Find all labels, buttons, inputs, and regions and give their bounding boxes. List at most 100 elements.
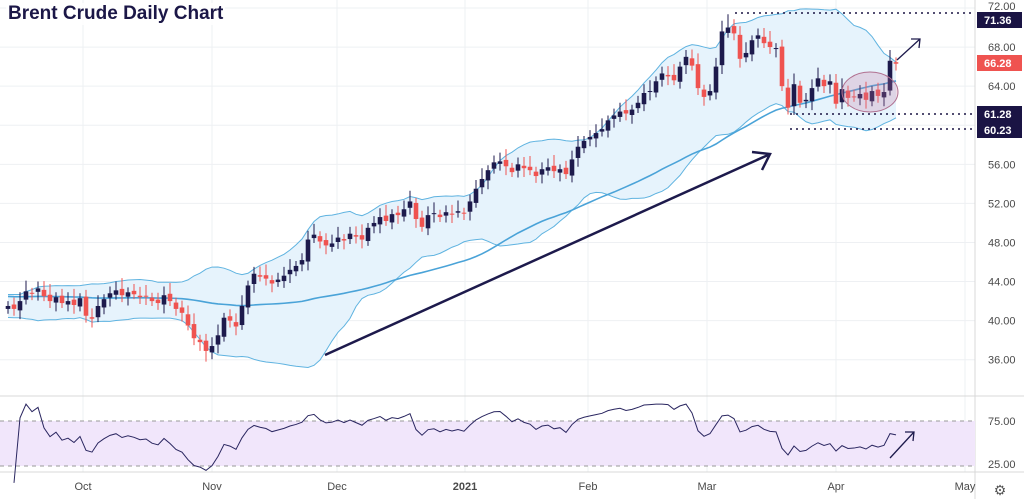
candle bbox=[143, 284, 149, 306]
candle bbox=[317, 231, 323, 249]
price-label-box bbox=[977, 12, 1022, 28]
candle bbox=[707, 84, 713, 101]
candle bbox=[593, 124, 599, 148]
candle bbox=[137, 286, 143, 305]
candle-body bbox=[383, 215, 389, 221]
price-label: 71.36 bbox=[984, 15, 1012, 27]
candle-body bbox=[611, 115, 617, 119]
trend-arrow-line bbox=[324, 153, 769, 357]
y-tick-label: 64.00 bbox=[988, 81, 1016, 93]
candle bbox=[479, 168, 485, 195]
candle bbox=[23, 280, 29, 305]
candle bbox=[647, 80, 653, 101]
rsi-tick-label: 75.00 bbox=[988, 416, 1016, 428]
candle bbox=[281, 266, 287, 288]
candle-body bbox=[377, 217, 383, 225]
candle-body bbox=[395, 212, 401, 216]
candle-body bbox=[563, 167, 569, 175]
candle-body bbox=[209, 346, 215, 353]
candle-body bbox=[161, 295, 167, 305]
candle-body bbox=[347, 233, 353, 240]
candle bbox=[569, 150, 575, 183]
rsi-arrow-line bbox=[889, 431, 915, 459]
candle-body bbox=[479, 178, 485, 188]
candle-body bbox=[659, 73, 665, 80]
candle-body bbox=[647, 91, 653, 93]
candle bbox=[743, 42, 749, 63]
candle-body bbox=[221, 317, 227, 337]
candle bbox=[725, 14, 731, 38]
trend-arrow-head bbox=[751, 150, 772, 171]
candle-body bbox=[785, 87, 791, 108]
breakout-arrow-line bbox=[896, 38, 921, 61]
candle bbox=[287, 259, 293, 284]
candle bbox=[629, 104, 635, 124]
candle-body bbox=[137, 295, 143, 298]
rsi-arrow-head bbox=[905, 431, 915, 442]
candle-body bbox=[449, 213, 455, 215]
candle-body bbox=[701, 89, 707, 97]
candle-body bbox=[89, 317, 95, 319]
candle-body bbox=[371, 222, 377, 227]
candle bbox=[509, 162, 515, 178]
candle bbox=[209, 337, 215, 360]
candle bbox=[521, 156, 527, 178]
candle bbox=[887, 50, 893, 96]
candle bbox=[11, 297, 17, 316]
rsi-tick-label: 25.00 bbox=[988, 459, 1016, 471]
candle bbox=[149, 292, 155, 306]
candle-body bbox=[311, 234, 317, 239]
candle bbox=[245, 280, 251, 315]
x-tick-label: Feb bbox=[579, 481, 598, 493]
candle-body bbox=[761, 36, 767, 44]
candle-body bbox=[527, 166, 533, 171]
x-tick-label: Oct bbox=[74, 481, 91, 493]
candle bbox=[119, 278, 125, 303]
candle bbox=[623, 99, 629, 121]
moving-average-line bbox=[7, 80, 897, 307]
candle bbox=[731, 19, 737, 41]
candle bbox=[845, 85, 851, 107]
bollinger-upper bbox=[7, 8, 897, 296]
candle bbox=[455, 200, 461, 218]
settings-gear-icon[interactable]: ⚙ bbox=[994, 482, 1007, 498]
candle-body bbox=[827, 81, 833, 85]
candle bbox=[617, 102, 623, 122]
candle bbox=[263, 264, 269, 286]
candle-body bbox=[599, 129, 605, 132]
candle bbox=[443, 205, 449, 223]
candle-body bbox=[569, 159, 575, 176]
candle-body bbox=[269, 280, 275, 284]
candle-body bbox=[407, 201, 413, 208]
candle-body bbox=[737, 34, 743, 59]
candle-body bbox=[665, 74, 671, 77]
candle bbox=[449, 204, 455, 223]
candle-body bbox=[305, 239, 311, 262]
candle bbox=[299, 253, 305, 272]
candle bbox=[197, 334, 203, 351]
price-label: 61.28 bbox=[984, 109, 1012, 121]
candle bbox=[305, 230, 311, 271]
candle-body bbox=[863, 92, 869, 100]
candle bbox=[71, 288, 77, 314]
candle-body bbox=[35, 288, 41, 292]
candle-body bbox=[629, 109, 635, 115]
candle-body bbox=[401, 209, 407, 217]
candle-body bbox=[467, 201, 473, 212]
candle-body bbox=[17, 301, 23, 311]
candle-body bbox=[713, 66, 719, 93]
candle-body bbox=[485, 170, 491, 181]
candle-body bbox=[365, 227, 371, 242]
candle bbox=[95, 295, 101, 323]
candle bbox=[29, 287, 35, 301]
candle bbox=[251, 266, 257, 293]
candle bbox=[389, 209, 395, 230]
candle-body bbox=[107, 293, 113, 298]
breakout-arrow-head bbox=[911, 38, 921, 49]
candle bbox=[203, 333, 209, 362]
candle-body bbox=[887, 60, 893, 91]
candle-body bbox=[809, 88, 815, 102]
candle bbox=[671, 64, 677, 86]
candle bbox=[797, 80, 803, 108]
